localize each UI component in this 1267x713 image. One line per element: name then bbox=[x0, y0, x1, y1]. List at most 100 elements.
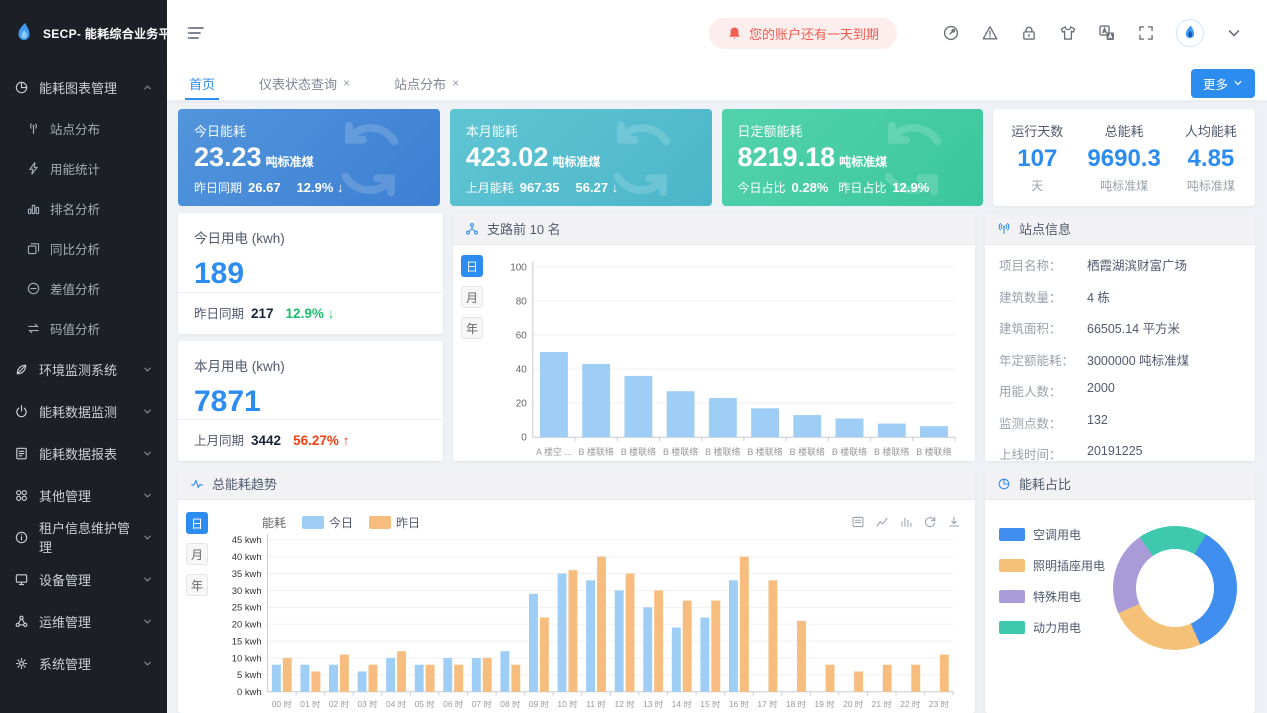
site-info-row: 建筑数量： 4 栋 bbox=[999, 287, 1241, 306]
sidebar-group-设备管理[interactable]: 设备管理 bbox=[0, 558, 167, 600]
kpi-总能耗: 总能耗 9690.3 吨标准煤 bbox=[1087, 121, 1160, 194]
skin-icon[interactable] bbox=[1059, 24, 1077, 42]
lock-icon[interactable] bbox=[1020, 24, 1038, 42]
site-info-value: 3000000 吨标准煤 bbox=[1087, 353, 1190, 368]
user-dropdown-chevron-icon[interactable] bbox=[1225, 24, 1243, 42]
pie-legend-照明插座用电[interactable]: 照明插座用电 bbox=[999, 557, 1105, 574]
sidebar-group-其他管理[interactable]: 其他管理 bbox=[0, 474, 167, 516]
stat-card-subline: 昨日同期 26.67 12.9% ↓ bbox=[194, 179, 344, 195]
svg-text:21 时: 21 时 bbox=[872, 699, 892, 709]
sidebar-group-环境监测系统[interactable]: 环境监测系统 bbox=[0, 348, 167, 390]
avatar[interactable] bbox=[1176, 19, 1204, 47]
donut-chart[interactable] bbox=[1113, 526, 1237, 650]
branch-bar-chart[interactable]: 0 20 40 60 80 100 A 楼空 ... B 楼联络 B 楼联络 B 楼联络 B 楼联络… bbox=[491, 253, 969, 461]
pie-legend-空调用电[interactable]: 空调用电 bbox=[999, 526, 1105, 543]
sidebar-group-运维管理[interactable]: 运维管理 bbox=[0, 600, 167, 642]
sidebar-group-label: 设备管理 bbox=[39, 572, 92, 588]
power-icon bbox=[14, 404, 29, 419]
warning-icon[interactable] bbox=[981, 24, 999, 42]
sidebar-item-差值分析[interactable]: 差值分析 bbox=[0, 268, 167, 308]
sidebar-group-能耗数据监测[interactable]: 能耗数据监测 bbox=[0, 390, 167, 432]
more-tabs-button[interactable]: 更多 bbox=[1190, 68, 1255, 98]
time-filter-日[interactable]: 日 bbox=[461, 255, 483, 277]
today-power-value: 189 bbox=[194, 257, 245, 290]
translate-icon[interactable] bbox=[1098, 24, 1116, 42]
stat-card-value: 423.02 吨标准煤 bbox=[466, 142, 696, 173]
download-icon[interactable] bbox=[947, 515, 961, 529]
kpi-value: 107 bbox=[1017, 145, 1058, 172]
time-filter-月[interactable]: 月 bbox=[186, 543, 208, 565]
report-icon bbox=[14, 446, 29, 461]
caret-up-icon bbox=[142, 82, 153, 93]
sidebar-group-能耗数据报表[interactable]: 能耗数据报表 bbox=[0, 432, 167, 474]
legend-item-昨日[interactable]: 昨日 bbox=[369, 514, 420, 531]
trend-panel-title: 总能耗趋势 bbox=[212, 477, 278, 492]
time-filter-年[interactable]: 年 bbox=[186, 574, 208, 596]
sidebar-group-能耗图表管理[interactable]: 能耗图表管理 bbox=[0, 66, 167, 108]
pie-legend-特殊用电[interactable]: 特殊用电 bbox=[999, 588, 1105, 605]
linechart-icon[interactable] bbox=[875, 515, 889, 529]
site-info-row: 上线时间： 20191225 bbox=[999, 444, 1241, 461]
site-info-value: 20191225 bbox=[1087, 444, 1143, 458]
tab-首页[interactable]: 首页 bbox=[185, 66, 220, 100]
energy-share-panel: 能耗占比 空调用电 照明插座用电 特殊用电 动力用电 bbox=[985, 468, 1255, 713]
dataview-icon[interactable] bbox=[851, 515, 865, 529]
today-power-sub: 昨日同期 217 12.9% ↓ bbox=[178, 291, 443, 334]
svg-text:80: 80 bbox=[516, 296, 528, 307]
sidebar-item-用能统计[interactable]: 用能统计 bbox=[0, 148, 167, 188]
monitor-icon bbox=[14, 572, 29, 587]
svg-text:02 时: 02 时 bbox=[329, 699, 349, 709]
svg-text:16 时: 16 时 bbox=[729, 699, 749, 709]
sidebar-item-排名分析[interactable]: 排名分析 bbox=[0, 188, 167, 228]
trend-panel: 总能耗趋势 日月年 能耗 今日 昨日 0 kwh 5 kwh 10 bbox=[178, 468, 975, 713]
svg-text:07 时: 07 时 bbox=[472, 699, 492, 709]
svg-text:11 时: 11 时 bbox=[586, 699, 605, 709]
sidebar-group-系统管理[interactable]: 系统管理 bbox=[0, 642, 167, 684]
stat-card-unit: 吨标准煤 bbox=[552, 155, 601, 169]
site-info-key: 用能人数： bbox=[999, 385, 1062, 399]
svg-text:10 kwh: 10 kwh bbox=[232, 653, 262, 663]
account-expiry-alert[interactable]: 您的账户还有一天到期 bbox=[708, 17, 897, 49]
topbar-right: 您的账户还有一天到期 bbox=[708, 17, 1243, 49]
pie-legend-swatch bbox=[999, 559, 1025, 572]
time-filter-月[interactable]: 月 bbox=[461, 286, 483, 308]
trend-time-filters: 日月年 bbox=[186, 510, 216, 713]
site-info-key: 建筑面积： bbox=[999, 322, 1062, 336]
refresh-icon[interactable] bbox=[923, 515, 937, 529]
svg-text:B 楼联络: B 楼联络 bbox=[663, 446, 698, 457]
sidebar-item-码值分析[interactable]: 码值分析 bbox=[0, 308, 167, 348]
svg-text:5 kwh: 5 kwh bbox=[237, 670, 262, 680]
theme-icon[interactable] bbox=[942, 24, 960, 42]
kpi-运行天数: 运行天数 107 天 bbox=[1011, 121, 1063, 194]
svg-text:15 时: 15 时 bbox=[700, 699, 720, 709]
pie-legend: 空调用电照明插座用电 特殊用电动力用电 bbox=[999, 526, 1105, 636]
menu-collapse-icon[interactable] bbox=[187, 23, 207, 43]
time-filter-日[interactable]: 日 bbox=[186, 512, 208, 534]
time-filter-年[interactable]: 年 bbox=[461, 317, 483, 339]
barchart-icon[interactable] bbox=[899, 515, 913, 529]
svg-text:00 时: 00 时 bbox=[272, 699, 292, 709]
legend-label: 今日 bbox=[329, 515, 354, 530]
tab-仪表状态查询[interactable]: 仪表状态查询 × bbox=[255, 66, 354, 100]
kpi-card: 运行天数 107 天 总能耗 9690.3 吨标准煤 人均能耗 4.85 吨标准煤 bbox=[993, 109, 1255, 206]
trend-bar-chart[interactable]: 0 kwh 5 kwh 10 kwh 15 kwh 20 kwh 25 kwh 30 kwh… bbox=[216, 534, 969, 713]
legend-item-今日[interactable]: 今日 bbox=[302, 514, 353, 531]
svg-text:45 kwh: 45 kwh bbox=[232, 535, 262, 545]
caret-down-icon bbox=[142, 364, 153, 375]
stat-card-今日能耗: 今日能耗 23.23 吨标准煤 昨日同期 26.67 12.9% ↓ bbox=[178, 109, 440, 206]
sidebar-item-站点分布[interactable]: 站点分布 bbox=[0, 108, 167, 148]
minus-circle-icon bbox=[26, 281, 41, 296]
tab-close-icon[interactable]: × bbox=[343, 76, 351, 90]
month-power-sub: 上月同期 3442 56.27% ↑ bbox=[178, 419, 443, 461]
gear-icon bbox=[14, 656, 29, 671]
pie-legend-动力用电[interactable]: 动力用电 bbox=[999, 619, 1105, 636]
flame-logo-icon bbox=[18, 23, 30, 40]
sidebar-item-同比分析[interactable]: 同比分析 bbox=[0, 228, 167, 268]
tab-站点分布[interactable]: 站点分布 × bbox=[390, 66, 463, 100]
tab-label: 首页 bbox=[189, 76, 216, 92]
tab-close-icon[interactable]: × bbox=[452, 76, 460, 90]
sidebar-group-租户信息维护管理[interactable]: 租户信息维护管理 bbox=[0, 516, 167, 558]
antenna-icon bbox=[26, 121, 41, 136]
fullscreen-icon[interactable] bbox=[1137, 24, 1155, 42]
site-info-value: 132 bbox=[1087, 412, 1108, 427]
